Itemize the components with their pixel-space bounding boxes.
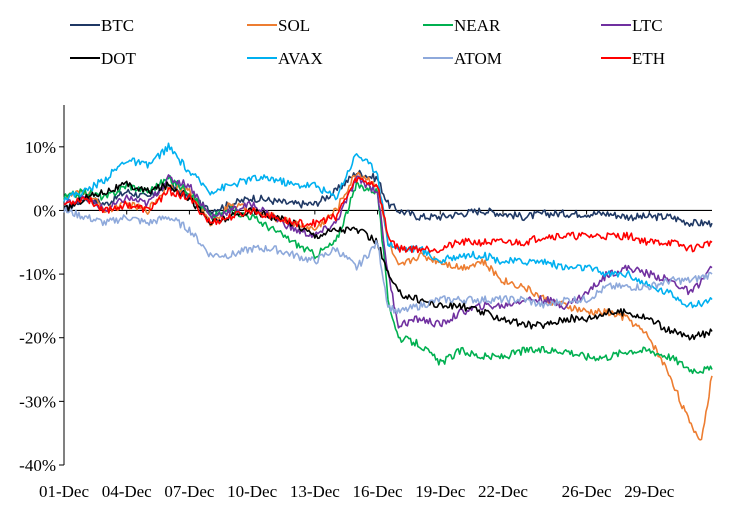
chart-legend: BTC SOL NEAR LTC DOT AVAX ATOM ETH: [70, 16, 665, 68]
legend-label-avax: AVAX: [278, 49, 323, 68]
legend-label-btc: BTC: [101, 16, 134, 35]
series-line-atom: [63, 206, 713, 315]
x-tick-label: 13-Dec: [290, 482, 340, 501]
y-tick-label: -30%: [19, 392, 56, 411]
x-tick-label: 29-Dec: [624, 482, 674, 501]
x-tick-label: 01-Dec: [39, 482, 89, 501]
legend-label-atom: ATOM: [454, 49, 502, 68]
series-line-dot: [63, 180, 713, 341]
y-axis: -40% -30% -20% -10% 0% 10%: [19, 105, 65, 475]
x-tick-label: 10-Dec: [227, 482, 277, 501]
y-tick-label: -20%: [19, 329, 56, 348]
y-tick-label: 10%: [25, 138, 56, 157]
series-line-avax: [63, 142, 713, 309]
y-tick-label: -10%: [19, 265, 56, 284]
y-tick-label: -40%: [19, 456, 56, 475]
legend-label-near: NEAR: [454, 16, 501, 35]
legend-label-sol: SOL: [278, 16, 310, 35]
x-tick-label: 16-Dec: [353, 482, 403, 501]
x-axis: 01-Dec 04-Dec 07-Dec 10-Dec 13-Dec 16-Dec 19-D…: [39, 210, 675, 501]
series-line-eth: [63, 176, 713, 254]
x-tick-label: 07-Dec: [164, 482, 214, 501]
x-tick-label: 04-Dec: [102, 482, 152, 501]
y-tick-label: 0%: [33, 201, 56, 220]
x-tick-label: 19-Dec: [415, 482, 465, 501]
series-lines: [63, 142, 713, 441]
legend-label-ltc: LTC: [632, 16, 663, 35]
legend-label-dot: DOT: [101, 49, 137, 68]
x-tick-label: 22-Dec: [478, 482, 528, 501]
x-tick-label: 26-Dec: [562, 482, 612, 501]
legend-label-eth: ETH: [632, 49, 665, 68]
series-line-near: [63, 175, 713, 375]
